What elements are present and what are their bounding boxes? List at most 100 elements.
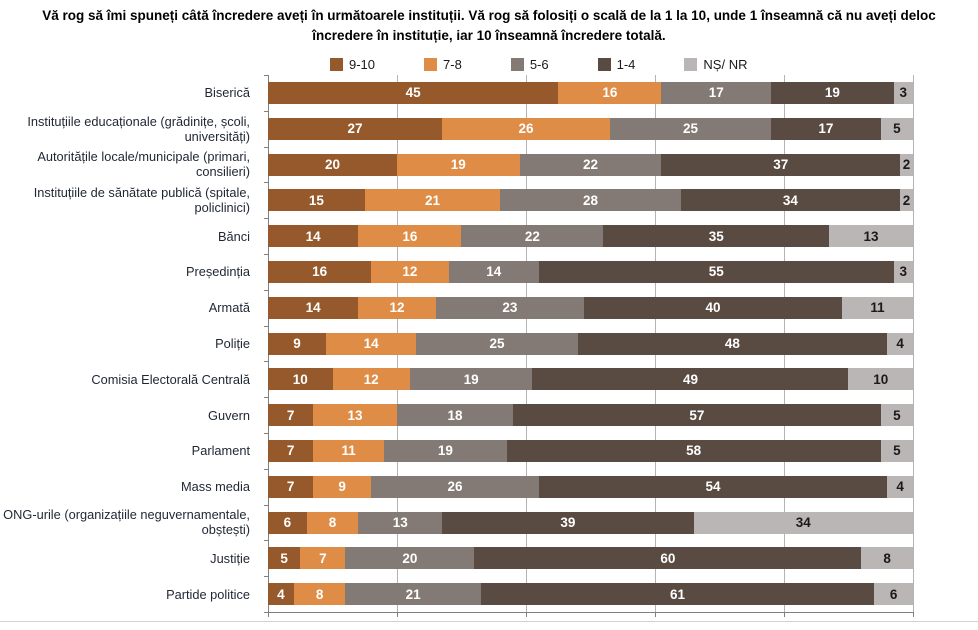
- bar-segment-9-10: 15: [268, 189, 365, 212]
- bar-row-parlament: 7 11 19 58 5: [268, 439, 913, 462]
- bar-segment-1-4: 34: [680, 189, 901, 212]
- bar-segment-7-8: 12: [332, 368, 410, 391]
- segment-value-label: 20: [324, 157, 341, 172]
- category-label-ong-urile-organiza-iile-neguvernamentale: ONG-urile (organizațiile neguvernamental…: [3, 507, 250, 538]
- bar-row-guvern: 7 13 18 57 5: [268, 404, 913, 427]
- bar-segment-n-nr: 5: [880, 404, 913, 427]
- bottom-rule: [0, 621, 978, 622]
- segment-value-label: 35: [708, 228, 724, 244]
- bar-segment-1-4: 35: [603, 225, 830, 248]
- segment-value-label: 12: [402, 264, 418, 280]
- bar-segment-5-6: 25: [609, 117, 772, 140]
- bar-segment-1-4: 54: [538, 475, 888, 498]
- category-label-comisia-electoral-central: Comisia Electorală Centrală: [91, 371, 250, 387]
- bar-segment-5-6: 18: [396, 404, 514, 427]
- bar-segment-9-10: 20: [268, 153, 397, 176]
- bar-segment-1-4: 19: [771, 81, 894, 104]
- segment-value-label: 25: [489, 336, 505, 351]
- legend-label: 5-6: [529, 57, 549, 72]
- gridline-100: [913, 75, 914, 612]
- bar-segment-9-10: 4: [268, 583, 294, 606]
- bar-segment-9-10: 7: [268, 404, 314, 427]
- segment-value-label: 49: [682, 371, 698, 387]
- segment-value-label: 5: [893, 407, 901, 423]
- x-axis-tick-60: [655, 612, 656, 617]
- segment-value-label: 57: [689, 407, 705, 423]
- segment-value-label: 40: [705, 300, 721, 316]
- bar-segment-9-10: 5: [268, 547, 301, 570]
- bar-segment-n-nr: 2: [900, 153, 913, 176]
- segment-value-label: 13: [392, 515, 408, 530]
- bar-row-justi-ie: 5 7 20 60 8: [268, 547, 913, 570]
- segment-value-label: 14: [363, 336, 379, 351]
- bar-segment-1-4: 49: [532, 368, 849, 391]
- segment-value-label: 4: [896, 479, 904, 495]
- bar-segment-9-10: 7: [268, 475, 314, 498]
- segment-value-label: 7: [319, 550, 327, 566]
- segment-value-label: 21: [424, 192, 440, 208]
- x-axis-tick-100: [913, 612, 914, 617]
- segment-value-label: 15: [308, 192, 324, 208]
- segment-value-label: 7: [286, 479, 295, 495]
- y-axis-tick: [264, 361, 268, 362]
- bar-segment-1-4: 39: [442, 511, 694, 534]
- segment-value-label: 19: [437, 443, 453, 459]
- segment-value-label: 60: [660, 550, 676, 566]
- segment-value-label: 5: [280, 550, 288, 566]
- bar-segment-1-4: 37: [661, 153, 901, 176]
- bar-segment-7-8: 12: [358, 296, 436, 319]
- segment-value-label: 11: [870, 300, 885, 316]
- y-axis-tick: [264, 326, 268, 327]
- legend-item-n-nr: NȘ/ NR: [684, 57, 747, 72]
- segment-value-label: 27: [347, 121, 363, 137]
- bar-segment-1-4: 60: [474, 547, 862, 570]
- segment-value-label: 23: [502, 300, 518, 316]
- bar-segment-7-8: 8: [306, 511, 359, 534]
- segment-value-label: 37: [773, 157, 789, 172]
- legend-label: 1-4: [616, 57, 636, 72]
- bar-segment-n-nr: 34: [693, 511, 913, 534]
- segment-value-label: 39: [560, 515, 576, 530]
- category-label-guvern: Guvern: [208, 407, 250, 423]
- segment-value-label: 16: [602, 85, 618, 101]
- category-label-institu-iile-de-s-n-tate-public-spitale-: Instituțiile de sănătate publică (spital…: [33, 185, 250, 216]
- y-axis-tick: [264, 576, 268, 577]
- segment-value-label: 8: [315, 586, 324, 602]
- legend-swatch-icon: [510, 58, 524, 71]
- bar-segment-1-4: 55: [538, 260, 894, 283]
- bar-row-mass-media: 7 9 26 54 4: [268, 475, 913, 498]
- segment-value-label: 3: [899, 264, 908, 280]
- bar-segment-5-6: 28: [500, 189, 681, 212]
- bar-row-comisia-electoral-central: 10 12 19 49 10: [268, 368, 913, 391]
- category-label-poli-ie: Poliție: [215, 335, 250, 351]
- segment-value-label: 17: [818, 121, 834, 137]
- bar-segment-n-nr: 2: [900, 189, 913, 212]
- bar-segment-1-4: 58: [506, 439, 881, 462]
- legend-swatch-icon: [424, 58, 438, 71]
- bar-segment-1-4: 40: [584, 296, 843, 319]
- bar-segment-5-6: 17: [661, 81, 772, 104]
- segment-value-label: 2: [902, 157, 911, 172]
- legend-item-7-8: 7-8: [424, 57, 462, 72]
- plot-area: Biserică 45 16 17 19 3 Instituțiile educaționa…: [0, 75, 978, 613]
- legend-swatch-icon: [684, 58, 698, 71]
- category-label-pre-edin-ia: Președinția: [185, 264, 250, 280]
- segment-value-label: 10: [873, 371, 889, 387]
- bar-row-armat: 14 12 23 40 11: [268, 296, 913, 319]
- segment-value-label: 13: [863, 228, 879, 244]
- legend-label: 7-8: [443, 57, 462, 72]
- segment-value-label: 14: [486, 264, 502, 280]
- bar-segment-n-nr: 13: [829, 225, 913, 248]
- segment-value-label: 13: [347, 407, 363, 423]
- y-axis-tick: [264, 469, 268, 470]
- y-axis-tick: [264, 147, 268, 148]
- bar-row-ong-urile-organiza-iile-neguvernamentale: 6 8 13 39 34: [268, 511, 913, 534]
- segment-value-label: 58: [686, 443, 702, 459]
- bar-row-partide-politice: 4 8 21 61 6: [268, 583, 913, 606]
- y-axis-tick: [264, 505, 268, 506]
- bar-segment-1-4: 48: [577, 332, 888, 355]
- bar-segment-7-8: 16: [358, 225, 462, 248]
- segment-value-label: 12: [389, 300, 405, 316]
- legend-swatch-icon: [330, 58, 343, 71]
